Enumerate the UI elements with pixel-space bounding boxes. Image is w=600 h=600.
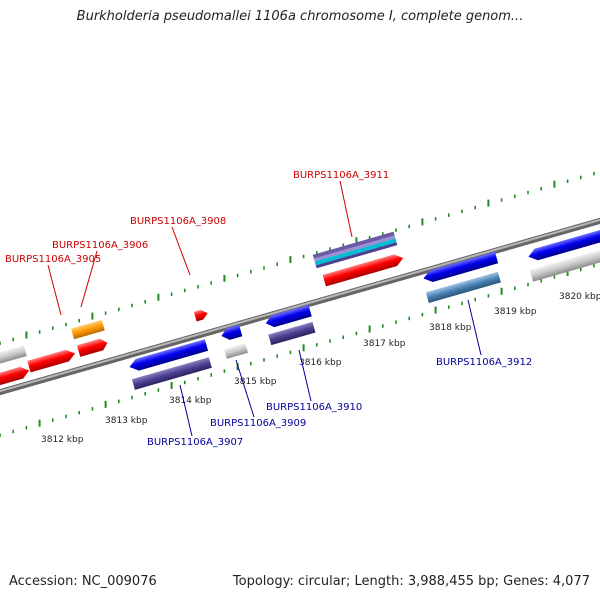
gene-feature-3908[interactable] xyxy=(193,308,209,322)
ruler-label: 3820 kbp xyxy=(559,292,600,302)
gene-feature-3912[interactable] xyxy=(422,251,499,284)
ruler-label: 3816 kbp xyxy=(299,358,342,368)
rna-feature-orange[interactable] xyxy=(70,319,105,340)
gene-feature-3907[interactable] xyxy=(128,339,209,373)
gene-label-3909[interactable]: BURPS1106A_3909 xyxy=(210,418,306,429)
accession-label: Accession: NC_009076 xyxy=(9,574,157,589)
ruler-label: 3817 kbp xyxy=(363,339,406,349)
gene-label-3905[interactable]: BURPS1106A_3905 xyxy=(5,254,101,265)
ruler-label: 3812 kbp xyxy=(41,435,84,445)
gene-feature-3909-gray[interactable] xyxy=(224,343,248,359)
gene-feature-gray[interactable] xyxy=(0,345,27,367)
gene-label-3908[interactable]: BURPS1106A_3908 xyxy=(130,216,226,227)
genome-backbone xyxy=(0,217,600,396)
reverse-leader-lines xyxy=(179,299,482,437)
map-title: Burkholderia pseudomallei 1106a chromoso… xyxy=(76,9,524,24)
gene-feature-3906[interactable] xyxy=(76,337,109,357)
ruler-label: 3818 kbp xyxy=(429,323,472,333)
gene-label-3906[interactable]: BURPS1106A_3906 xyxy=(52,240,148,251)
ruler-label: 3819 kbp xyxy=(494,307,537,317)
gene-feature-3910[interactable] xyxy=(264,304,312,329)
gene-feature-3911[interactable] xyxy=(312,231,405,287)
gene-feature-3904[interactable] xyxy=(0,365,31,389)
gene-feature-3905[interactable] xyxy=(27,348,76,373)
genome-summary: Topology: circular; Length: 3,988,455 bp… xyxy=(232,574,590,589)
gene-feature-3913[interactable] xyxy=(527,229,600,262)
ruler-label: 3813 kbp xyxy=(105,416,148,426)
ruler-label: 3815 kbp xyxy=(234,377,277,387)
forward-leader-lines xyxy=(47,180,353,316)
gene-feature-3910-cds[interactable] xyxy=(268,321,316,346)
ruler-label: 3814 kbp xyxy=(169,396,212,406)
gene-label-3910[interactable]: BURPS1106A_3910 xyxy=(266,402,362,413)
ruler-labels: 3812 kbp 3813 kbp 3814 kbp 3815 kbp 3816… xyxy=(41,292,600,445)
gene-label-3907[interactable]: BURPS1106A_3907 xyxy=(147,437,243,448)
gene-label-3911[interactable]: BURPS1106A_3911 xyxy=(293,170,389,181)
gene-feature-gray-right[interactable] xyxy=(529,249,600,282)
gene-feature-3907-cds[interactable] xyxy=(131,357,212,390)
gene-feature-3912-cds[interactable] xyxy=(425,271,501,304)
lower-tick-row xyxy=(0,263,595,437)
gene-feature-3909[interactable] xyxy=(220,324,243,342)
gene-label-3912[interactable]: BURPS1106A_3912 xyxy=(436,357,532,368)
